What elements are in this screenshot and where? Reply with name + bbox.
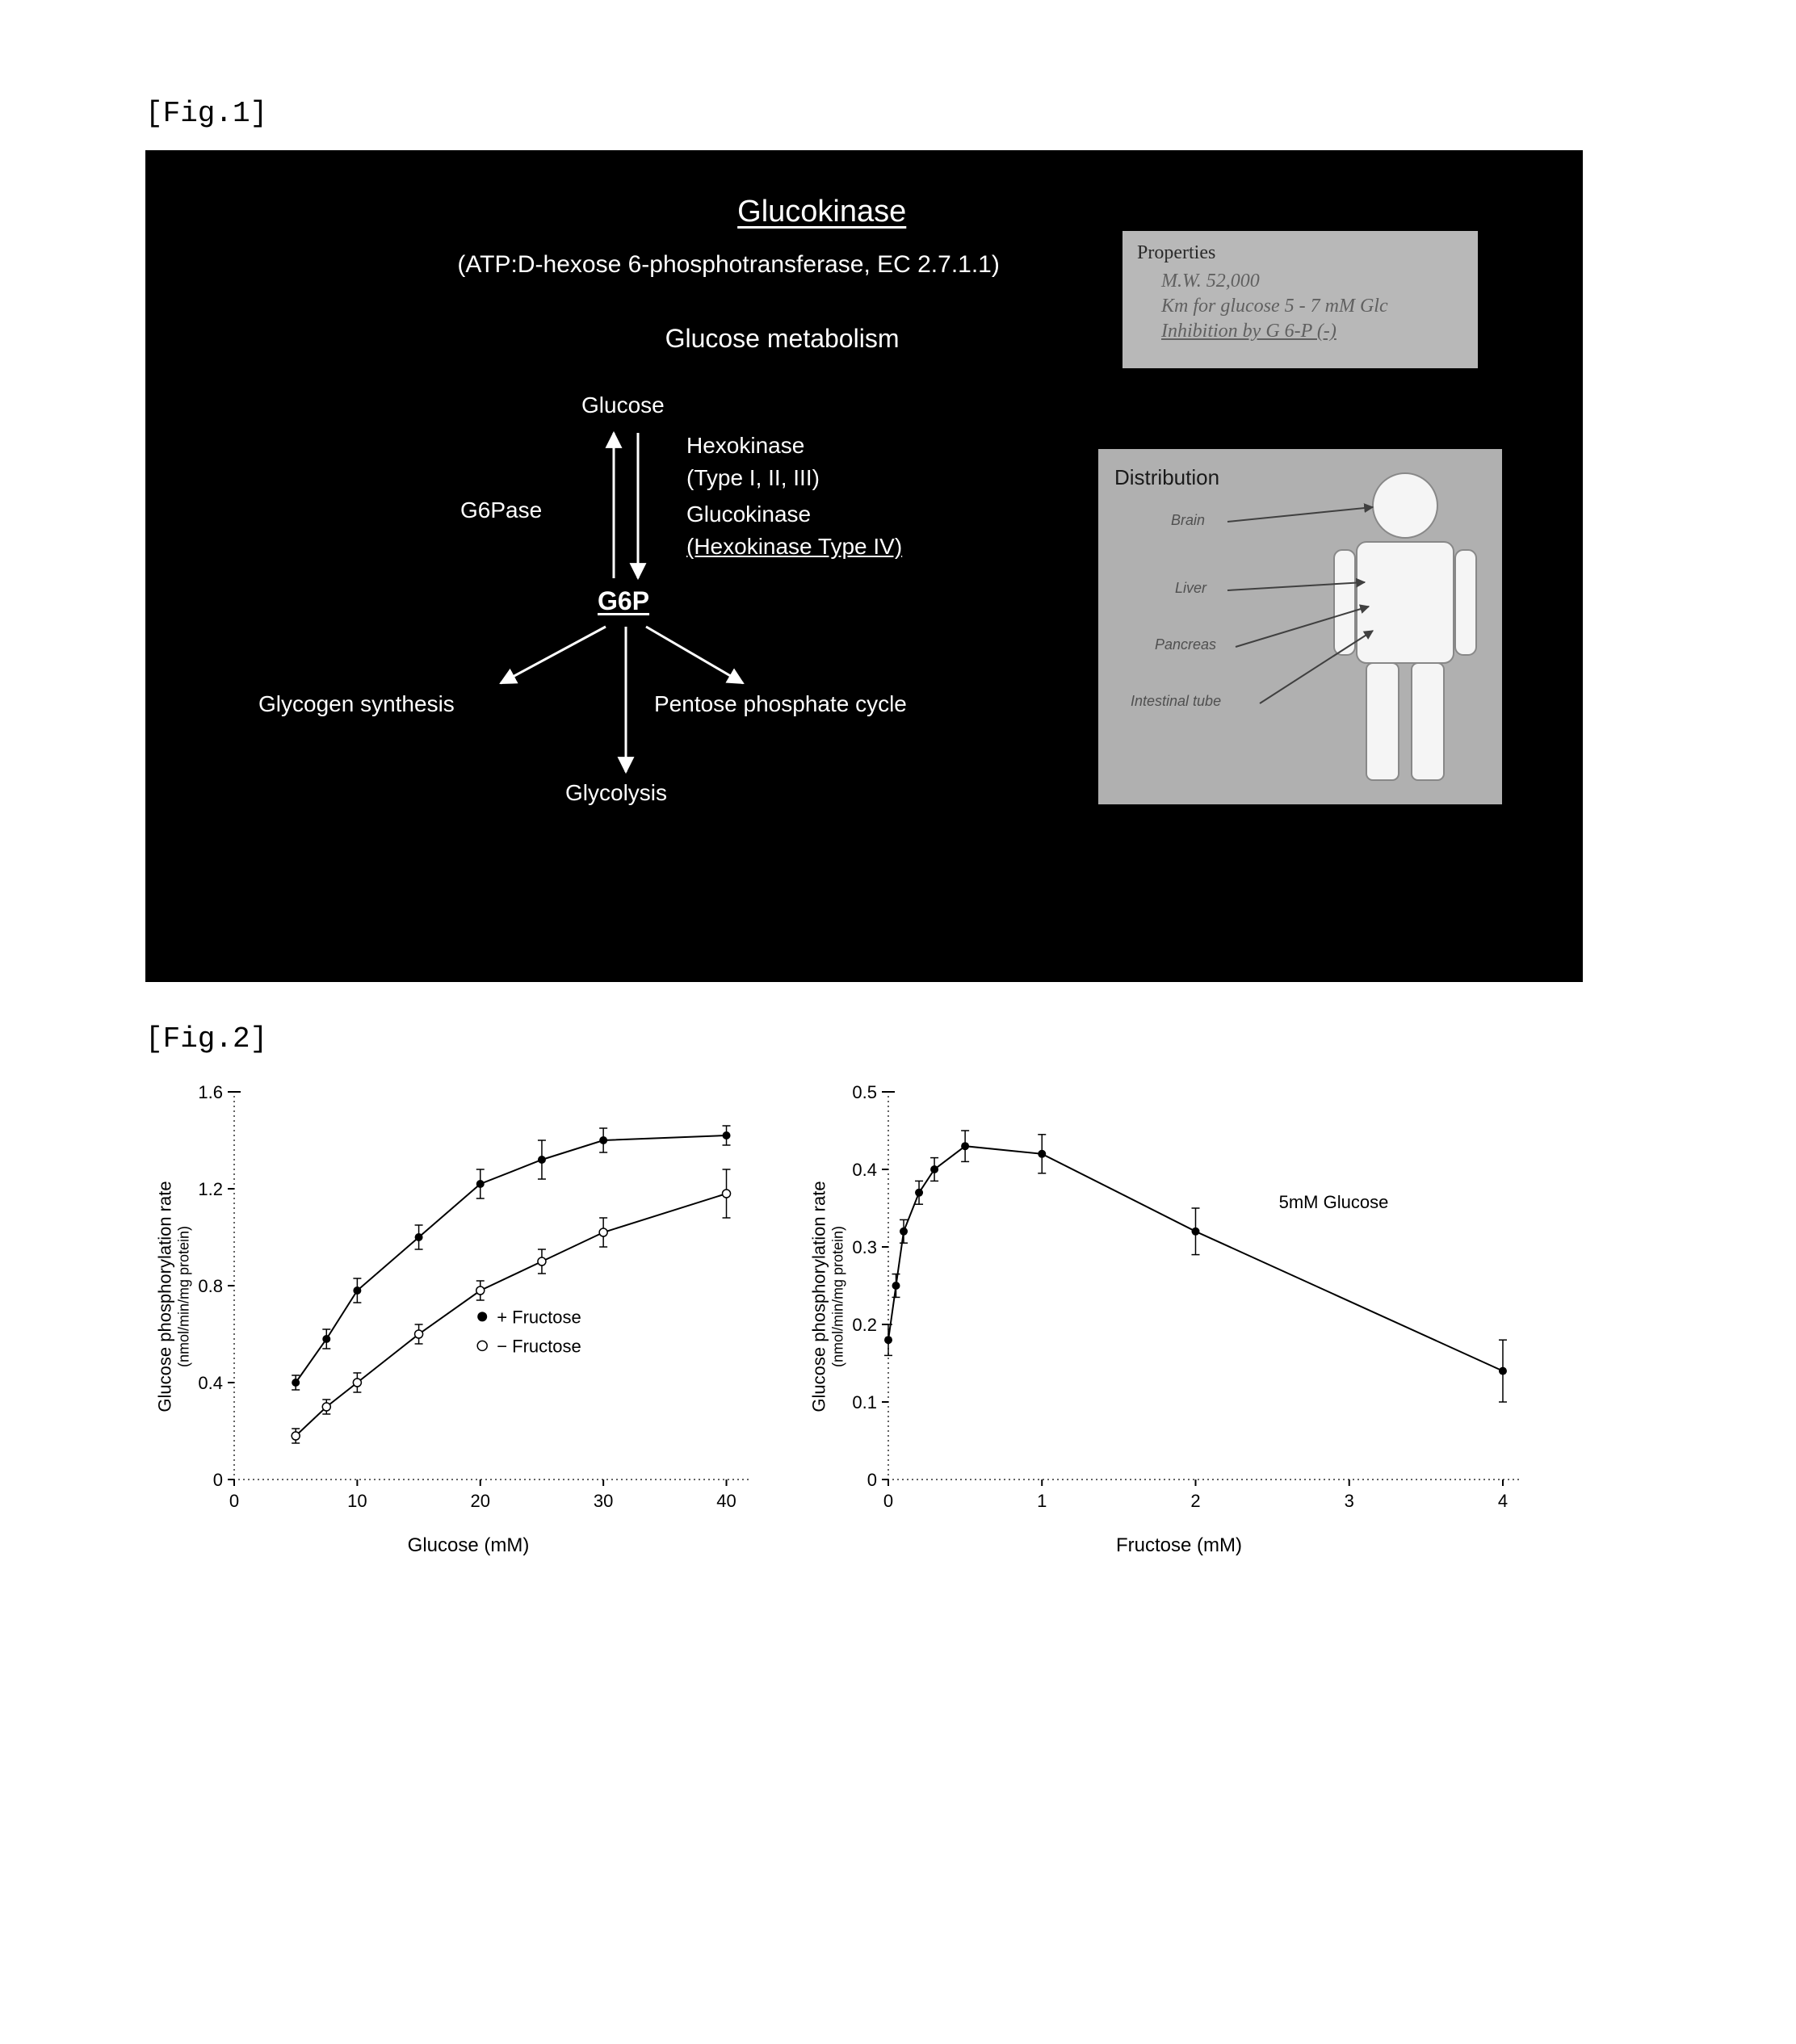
svg-text:0.8: 0.8 — [198, 1276, 223, 1296]
chart-right-ylabel: Glucose phosphorylation rate (nmol/min/m… — [809, 1176, 847, 1418]
chart-left-ylabel-main: Glucose phosphorylation rate — [155, 1181, 175, 1412]
svg-text:10: 10 — [347, 1491, 367, 1511]
dist-brain: Brain — [1171, 512, 1205, 529]
fig1-subtitle: (ATP:D-hexose 6-phosphotransferase, EC 2… — [457, 251, 999, 279]
svg-text:0: 0 — [867, 1470, 877, 1490]
chart-left-xlabel: Glucose (mM) — [162, 1534, 775, 1557]
svg-text:40: 40 — [716, 1491, 736, 1511]
distribution-box: Distribution Brain Liver — [1098, 449, 1502, 804]
properties-mw: M.W. 52,000 — [1137, 271, 1463, 292]
svg-text:0.2: 0.2 — [852, 1315, 877, 1335]
dist-pancreas: Pancreas — [1155, 636, 1216, 653]
chart-right-ylabel-main: Glucose phosphorylation rate — [809, 1181, 829, 1412]
pathway-diagram: Glucose G6Pase Hexokinase (Type I, II, I… — [258, 392, 985, 877]
svg-text:0.5: 0.5 — [852, 1082, 877, 1102]
svg-text:1: 1 — [1037, 1491, 1047, 1511]
properties-km: Km for glucose 5 - 7 mM Glc — [1137, 296, 1463, 317]
chart-left-ylabel: Glucose phosphorylation rate (nmol/min/m… — [155, 1176, 193, 1418]
svg-text:0.1: 0.1 — [852, 1392, 877, 1412]
fig1-metabolism: Glucose metabolism — [665, 324, 900, 354]
chart-left-ylabel-sub: (nmol/min/mg protein) — [176, 1176, 193, 1418]
svg-text:3: 3 — [1345, 1491, 1354, 1511]
fig2-panel: Glucose phosphorylation rate (nmol/min/m… — [162, 1076, 1651, 1557]
chart-left-svg: 0 10 20 30 40 0 0.4 0.8 1.2 1.6 + Fructose − Fructo… — [162, 1076, 775, 1528]
dist-liver: Liver — [1175, 580, 1206, 597]
svg-text:1.2: 1.2 — [198, 1179, 223, 1199]
properties-box: Properties M.W. 52,000 Km for glucose 5 … — [1122, 231, 1478, 368]
chart-right: Glucose phosphorylation rate (nmol/min/m… — [816, 1076, 1542, 1557]
svg-text:0: 0 — [213, 1470, 223, 1490]
fig1-panel: Glucokinase (ATP:D-hexose 6-phosphotrans… — [145, 150, 1583, 982]
properties-header: Properties — [1137, 242, 1463, 264]
svg-text:+ Fructose: + Fructose — [497, 1307, 581, 1327]
svg-text:0: 0 — [229, 1491, 239, 1511]
svg-text:0.3: 0.3 — [852, 1237, 877, 1257]
dist-intestinal: Intestinal tube — [1131, 693, 1221, 710]
chart-right-ylabel-sub: (nmol/min/mg protein) — [830, 1176, 847, 1418]
svg-text:4: 4 — [1498, 1491, 1508, 1511]
svg-text:0: 0 — [883, 1491, 893, 1511]
svg-text:0.4: 0.4 — [852, 1160, 877, 1180]
svg-text:1.6: 1.6 — [198, 1082, 223, 1102]
properties-inhibition: Inhibition by G 6-P (-) — [1137, 321, 1463, 342]
svg-text:20: 20 — [471, 1491, 490, 1511]
chart-right-svg: 0 1 2 3 4 0 0.1 0.2 0.3 0.4 0.5 5mM Glucose — [816, 1076, 1542, 1528]
fig1-title: Glucokinase — [737, 195, 906, 229]
svg-text:0.4: 0.4 — [198, 1373, 223, 1393]
chart-left: Glucose phosphorylation rate (nmol/min/m… — [162, 1076, 775, 1557]
pathway-arrows — [258, 392, 985, 877]
svg-text:− Fructose: − Fructose — [497, 1336, 581, 1356]
fig1-label: [Fig.1] — [145, 97, 1651, 130]
chart-right-xlabel: Fructose (mM) — [816, 1534, 1542, 1557]
human-figure-icon — [1098, 449, 1502, 804]
fig2-label: [Fig.2] — [145, 1022, 1651, 1056]
svg-text:5mM Glucose: 5mM Glucose — [1279, 1192, 1389, 1212]
svg-text:30: 30 — [594, 1491, 613, 1511]
svg-text:2: 2 — [1190, 1491, 1200, 1511]
